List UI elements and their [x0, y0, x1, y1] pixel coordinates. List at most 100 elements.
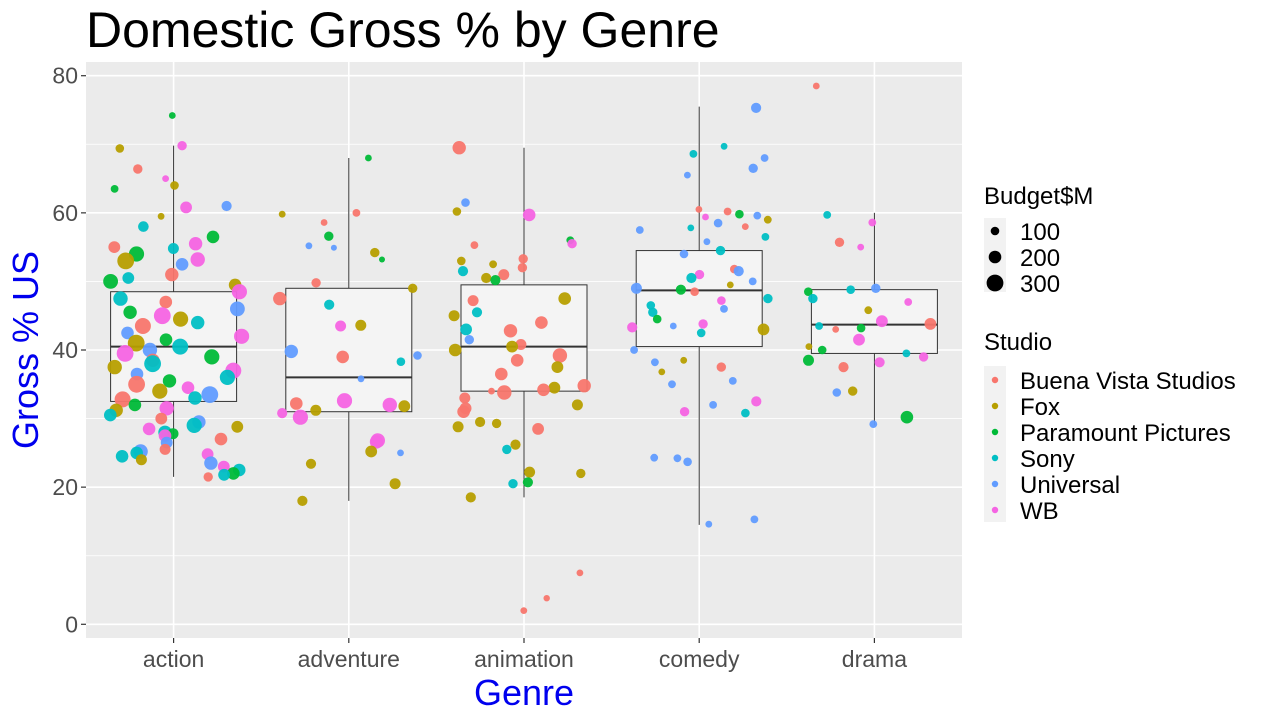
point-action — [116, 345, 134, 362]
point-action — [188, 391, 202, 405]
point-drama — [846, 285, 855, 295]
point-drama — [823, 211, 832, 219]
point-adventure — [324, 231, 334, 241]
point-action — [180, 201, 193, 214]
point-action — [206, 230, 220, 244]
point-action — [103, 274, 118, 289]
point-animation — [491, 418, 502, 429]
point-animation — [537, 383, 550, 397]
legend-budget-title: Budget$M — [984, 183, 1093, 210]
point-animation — [452, 141, 466, 155]
point-comedy — [761, 233, 770, 241]
point-drama — [900, 410, 914, 424]
point-drama — [869, 420, 878, 428]
point-adventure — [273, 291, 287, 306]
point-animation — [551, 361, 564, 373]
point-action — [177, 141, 187, 151]
box-iqr — [285, 287, 413, 413]
point-comedy — [630, 282, 642, 294]
point-action — [186, 417, 202, 433]
point-comedy — [703, 238, 711, 246]
x-tick-label: adventure — [298, 646, 400, 672]
point-action — [144, 355, 162, 373]
point-animation — [471, 307, 483, 318]
point-comedy — [679, 407, 690, 417]
point-action — [110, 185, 119, 193]
point-drama — [838, 362, 849, 373]
point-comedy — [658, 368, 666, 376]
point-comedy — [720, 305, 728, 313]
point-adventure — [277, 408, 288, 419]
point-action — [155, 412, 168, 425]
point-animation — [508, 479, 518, 489]
point-action — [170, 181, 179, 190]
point-adventure — [335, 320, 347, 332]
point-comedy — [751, 396, 762, 407]
legend-budget-key — [990, 226, 1000, 236]
point-action — [231, 284, 247, 300]
point-action — [142, 422, 156, 436]
point-adventure — [365, 445, 378, 458]
point-comedy — [713, 218, 723, 228]
x-axis-title: Genre — [474, 672, 574, 713]
y-tick-label: 60 — [52, 200, 78, 226]
point-drama — [853, 333, 865, 346]
point-animation — [448, 310, 460, 322]
point-animation — [481, 272, 492, 284]
point-action — [173, 311, 189, 327]
point-animation — [510, 354, 524, 367]
point-action — [191, 315, 205, 330]
point-drama — [918, 352, 929, 362]
point-adventure — [379, 256, 385, 263]
legend-budget-label: 300 — [1020, 271, 1060, 298]
x-tick-label: action — [143, 646, 204, 672]
legend-studio-label: Paramount Pictures — [1020, 420, 1231, 447]
point-adventure — [311, 278, 321, 288]
point-action — [108, 241, 121, 254]
point-drama — [902, 349, 911, 358]
point-animation — [548, 381, 561, 394]
point-drama — [864, 306, 873, 315]
point-animation — [576, 468, 586, 479]
y-tick-label: 20 — [52, 474, 78, 500]
point-animation — [490, 275, 501, 286]
legend-studio-key — [991, 402, 999, 410]
box-adventure — [285, 158, 413, 501]
point-drama — [874, 357, 885, 368]
x-tick-label: comedy — [659, 646, 740, 672]
point-comedy — [686, 272, 697, 284]
point-animation — [571, 399, 583, 411]
point-animation — [495, 367, 508, 381]
point-action — [159, 333, 173, 347]
point-drama — [804, 287, 813, 297]
point-comedy — [683, 457, 692, 467]
point-animation — [522, 477, 534, 488]
point-animation — [503, 324, 518, 338]
x-tick-label: animation — [474, 646, 574, 672]
point-comedy — [709, 401, 717, 409]
legend-studio-key — [991, 454, 999, 462]
point-comedy — [750, 515, 759, 524]
point-drama — [856, 323, 866, 333]
point-comedy — [648, 307, 658, 317]
point-comedy — [733, 266, 744, 277]
point-animation — [457, 405, 470, 419]
point-action — [121, 326, 134, 340]
point-action — [172, 338, 189, 355]
point-action — [159, 295, 173, 309]
point-adventure — [310, 404, 322, 416]
boxplots — [110, 106, 938, 525]
legend-studio-label: Buena Vista Studios — [1020, 368, 1236, 395]
point-animation — [464, 335, 474, 345]
point-comedy — [651, 358, 659, 367]
point-animation — [498, 269, 510, 281]
point-comedy — [720, 142, 728, 150]
point-comedy — [652, 314, 662, 324]
point-action — [230, 301, 245, 317]
point-action — [188, 237, 203, 251]
point-adventure — [320, 219, 328, 226]
point-action — [134, 318, 151, 334]
point-drama — [834, 237, 845, 247]
point-comedy — [695, 206, 703, 213]
point-comedy — [630, 346, 638, 354]
